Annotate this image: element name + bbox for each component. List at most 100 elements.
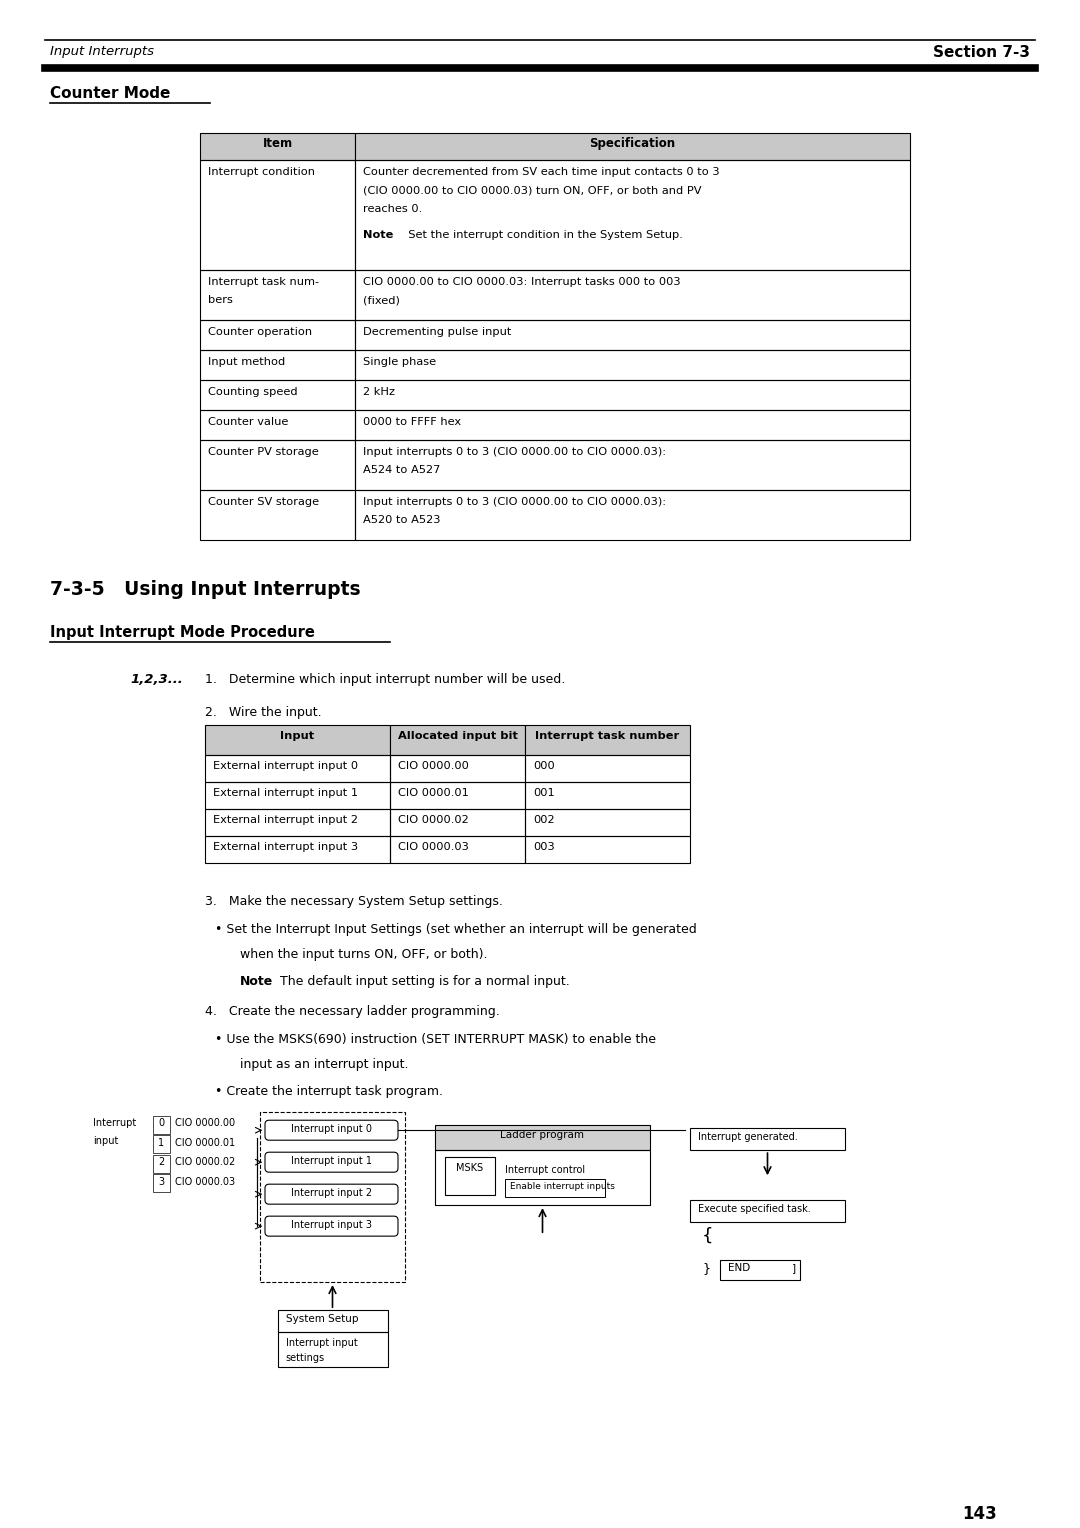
Bar bbox=[525, 726, 690, 755]
Bar bbox=[260, 1112, 405, 1282]
Bar bbox=[355, 160, 910, 270]
Text: Decrementing pulse input: Decrementing pulse input bbox=[363, 327, 511, 336]
Bar bbox=[205, 836, 390, 863]
Text: External interrupt input 3: External interrupt input 3 bbox=[213, 842, 359, 853]
Bar bbox=[200, 489, 355, 539]
Text: Allocated input bit: Allocated input bit bbox=[397, 732, 517, 741]
Text: • Set the Interrupt Input Settings (set whether an interrupt will be generated: • Set the Interrupt Input Settings (set … bbox=[215, 923, 697, 937]
Bar bbox=[153, 1135, 170, 1154]
Text: Set the interrupt condition in the System Setup.: Set the interrupt condition in the Syste… bbox=[401, 231, 683, 240]
Bar bbox=[525, 810, 690, 836]
Text: 4.   Create the necessary ladder programming.: 4. Create the necessary ladder programmi… bbox=[205, 1005, 500, 1018]
Text: Specification: Specification bbox=[590, 138, 676, 150]
Text: 001: 001 bbox=[534, 788, 555, 799]
Text: Interrupt input 2: Interrupt input 2 bbox=[291, 1189, 373, 1198]
Bar bbox=[355, 380, 910, 410]
Bar bbox=[355, 489, 910, 539]
Text: bers: bers bbox=[208, 295, 233, 306]
Text: 1,2,3...: 1,2,3... bbox=[130, 672, 183, 686]
Bar bbox=[390, 836, 525, 863]
Bar bbox=[200, 380, 355, 410]
Text: CIO 0000.02: CIO 0000.02 bbox=[399, 816, 469, 825]
Text: Interrupt input 1: Interrupt input 1 bbox=[291, 1157, 372, 1166]
Text: 2: 2 bbox=[158, 1157, 164, 1167]
Text: Interrupt input: Interrupt input bbox=[285, 1339, 357, 1348]
Text: Counter value: Counter value bbox=[208, 417, 288, 426]
Bar bbox=[435, 1125, 650, 1151]
Text: Note: Note bbox=[240, 975, 273, 989]
Bar bbox=[690, 1199, 845, 1222]
Text: input: input bbox=[93, 1137, 119, 1146]
Bar bbox=[355, 350, 910, 380]
Text: Item: Item bbox=[262, 138, 293, 150]
Text: Interrupt condition: Interrupt condition bbox=[208, 167, 315, 177]
Bar bbox=[505, 1180, 605, 1196]
Text: Input method: Input method bbox=[208, 356, 285, 367]
Text: }: } bbox=[702, 1262, 710, 1276]
Bar bbox=[390, 782, 525, 810]
Text: 143: 143 bbox=[962, 1505, 997, 1523]
Bar bbox=[200, 319, 355, 350]
Text: 1: 1 bbox=[158, 1138, 164, 1148]
Text: External interrupt input 2: External interrupt input 2 bbox=[213, 816, 357, 825]
Bar bbox=[205, 782, 390, 810]
Text: Input Interrupts: Input Interrupts bbox=[50, 44, 154, 58]
Text: MSKS: MSKS bbox=[457, 1163, 484, 1174]
Text: Ladder program: Ladder program bbox=[500, 1131, 584, 1140]
Bar bbox=[278, 1309, 388, 1332]
Text: END: END bbox=[728, 1264, 751, 1273]
Text: Interrupt task number: Interrupt task number bbox=[536, 732, 679, 741]
Text: CIO 0000.02: CIO 0000.02 bbox=[175, 1157, 235, 1167]
Text: Interrupt: Interrupt bbox=[93, 1118, 136, 1128]
Text: reaches 0.: reaches 0. bbox=[363, 203, 422, 214]
Text: when the input turns ON, OFF, or both).: when the input turns ON, OFF, or both). bbox=[240, 949, 487, 961]
Text: CIO 0000.00: CIO 0000.00 bbox=[399, 761, 469, 772]
Bar bbox=[200, 350, 355, 380]
Text: CIO 0000.01: CIO 0000.01 bbox=[175, 1138, 235, 1148]
Text: Counter operation: Counter operation bbox=[208, 327, 312, 336]
Text: {: { bbox=[702, 1227, 714, 1245]
Text: 0: 0 bbox=[158, 1118, 164, 1128]
Text: 3: 3 bbox=[158, 1177, 164, 1187]
Text: Single phase: Single phase bbox=[363, 356, 436, 367]
Bar bbox=[355, 270, 910, 319]
Text: 2.   Wire the input.: 2. Wire the input. bbox=[205, 706, 322, 718]
Bar bbox=[355, 410, 910, 440]
Text: 000: 000 bbox=[534, 761, 555, 772]
Text: Enable interrupt inputs: Enable interrupt inputs bbox=[510, 1183, 615, 1192]
Bar bbox=[355, 133, 910, 160]
Text: 0000 to FFFF hex: 0000 to FFFF hex bbox=[363, 417, 461, 426]
Text: The default input setting is for a normal input.: The default input setting is for a norma… bbox=[280, 975, 570, 989]
Text: input as an interrupt input.: input as an interrupt input. bbox=[240, 1059, 408, 1071]
Bar bbox=[525, 755, 690, 782]
Bar bbox=[153, 1115, 170, 1134]
Text: • Create the interrupt task program.: • Create the interrupt task program. bbox=[215, 1085, 443, 1099]
Bar bbox=[200, 270, 355, 319]
Text: CIO 0000.03: CIO 0000.03 bbox=[175, 1177, 235, 1187]
Text: Note: Note bbox=[363, 231, 393, 240]
Text: Counter PV storage: Counter PV storage bbox=[208, 446, 319, 457]
Text: Interrupt input 3: Interrupt input 3 bbox=[291, 1221, 372, 1230]
Bar bbox=[390, 810, 525, 836]
Text: Interrupt task num-: Interrupt task num- bbox=[208, 277, 319, 287]
Text: 1.   Determine which input interrupt number will be used.: 1. Determine which input interrupt numbe… bbox=[205, 672, 565, 686]
Bar bbox=[355, 440, 910, 489]
Text: • Use the MSKS(690) instruction (SET INTERRUPT MASK) to enable the: • Use the MSKS(690) instruction (SET INT… bbox=[215, 1033, 656, 1047]
Text: Counter Mode: Counter Mode bbox=[50, 86, 171, 101]
Text: Input interrupts 0 to 3 (CIO 0000.00 to CIO 0000.03):: Input interrupts 0 to 3 (CIO 0000.00 to … bbox=[363, 446, 666, 457]
Text: CIO 0000.00 to CIO 0000.03: Interrupt tasks 000 to 003: CIO 0000.00 to CIO 0000.03: Interrupt ta… bbox=[363, 277, 680, 287]
Text: settings: settings bbox=[285, 1354, 325, 1363]
Bar bbox=[355, 319, 910, 350]
Text: Interrupt control: Interrupt control bbox=[505, 1166, 585, 1175]
Bar bbox=[205, 726, 390, 755]
Text: External interrupt input 0: External interrupt input 0 bbox=[213, 761, 359, 772]
Bar bbox=[153, 1155, 170, 1172]
Bar bbox=[720, 1261, 800, 1280]
Bar bbox=[153, 1174, 170, 1192]
Text: 002: 002 bbox=[534, 816, 555, 825]
Text: A524 to A527: A524 to A527 bbox=[363, 465, 441, 475]
Bar bbox=[200, 440, 355, 489]
Text: Counting speed: Counting speed bbox=[208, 387, 298, 397]
Bar bbox=[205, 755, 390, 782]
Text: CIO 0000.00: CIO 0000.00 bbox=[175, 1118, 235, 1128]
